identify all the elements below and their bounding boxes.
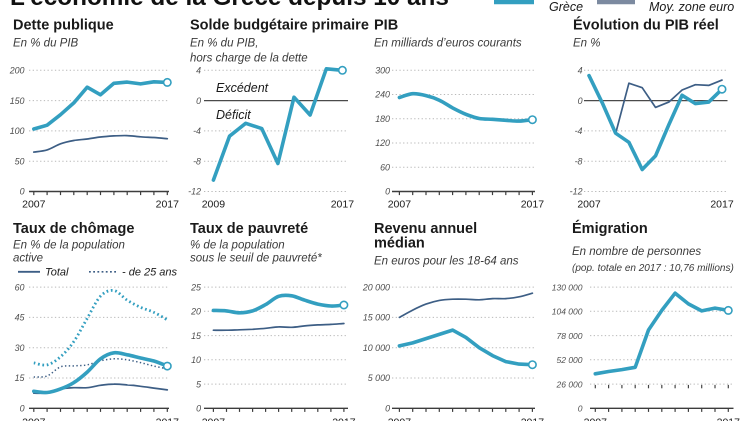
- svg-text:En % du PIB,: En % du PIB,: [190, 38, 258, 50]
- svg-text:2007: 2007: [22, 417, 46, 421]
- svg-text:- de 25 ans: - de 25 ans: [122, 267, 178, 279]
- svg-text:30: 30: [15, 343, 25, 353]
- svg-text:-12: -12: [570, 187, 583, 197]
- svg-text:Grèce: Grèce: [549, 0, 583, 14]
- svg-text:En %: En %: [573, 38, 601, 50]
- svg-text:Déficit: Déficit: [216, 108, 251, 122]
- svg-text:25: 25: [190, 282, 201, 292]
- svg-text:2009: 2009: [202, 198, 226, 210]
- svg-text:60: 60: [380, 163, 390, 173]
- svg-text:2017: 2017: [521, 417, 545, 421]
- svg-text:-8: -8: [193, 156, 201, 166]
- svg-text:2007: 2007: [584, 417, 608, 421]
- svg-text:15: 15: [191, 331, 201, 341]
- svg-text:Excédent: Excédent: [216, 81, 269, 95]
- svg-text:2017: 2017: [331, 198, 355, 210]
- svg-text:2007: 2007: [22, 198, 46, 210]
- svg-text:5 000: 5 000: [368, 373, 390, 383]
- svg-text:10: 10: [191, 355, 201, 365]
- svg-text:2007: 2007: [202, 417, 226, 421]
- svg-text:-8: -8: [575, 156, 583, 166]
- svg-text:0: 0: [385, 187, 390, 197]
- svg-text:% de la population: % de la population: [190, 240, 285, 252]
- svg-text:2017: 2017: [710, 198, 734, 210]
- svg-text:médian: médian: [374, 236, 425, 252]
- svg-text:(pop. totale en 2017 : 10,76 m: (pop. totale en 2017 : 10,76 millions): [572, 263, 734, 274]
- svg-text:2017: 2017: [332, 417, 356, 421]
- svg-text:300: 300: [375, 66, 390, 76]
- svg-text:26 000: 26 000: [556, 379, 583, 389]
- svg-text:20 000: 20 000: [362, 282, 390, 292]
- svg-text:78 000: 78 000: [557, 331, 583, 341]
- svg-text:52 000: 52 000: [557, 355, 583, 365]
- svg-text:Total: Total: [45, 267, 69, 279]
- svg-text:240: 240: [374, 90, 390, 100]
- svg-text:PIB: PIB: [374, 18, 398, 34]
- svg-text:En nombre de personnes: En nombre de personnes: [572, 246, 701, 258]
- svg-text:50: 50: [15, 156, 25, 166]
- svg-text:Revenu annuel: Revenu annuel: [374, 221, 477, 237]
- svg-text:180: 180: [375, 114, 390, 124]
- svg-text:En % de la population: En % de la population: [13, 240, 125, 252]
- svg-text:45: 45: [15, 313, 25, 323]
- svg-text:active: active: [13, 253, 43, 265]
- svg-text:0: 0: [20, 404, 25, 414]
- svg-text:150: 150: [10, 96, 25, 106]
- svg-text:Taux de chômage: Taux de chômage: [13, 221, 134, 237]
- svg-text:0: 0: [578, 96, 583, 106]
- svg-text:Dette publique: Dette publique: [13, 18, 114, 34]
- svg-text:-4: -4: [575, 126, 583, 136]
- svg-text:120: 120: [375, 138, 390, 148]
- svg-text:15 000: 15 000: [363, 313, 390, 323]
- svg-text:20: 20: [190, 307, 201, 317]
- svg-text:En milliards d’euros courants: En milliards d’euros courants: [374, 38, 522, 50]
- svg-text:-12: -12: [188, 187, 201, 197]
- svg-text:60: 60: [15, 282, 25, 292]
- svg-text:0: 0: [20, 187, 25, 197]
- svg-text:2007: 2007: [388, 417, 412, 421]
- svg-text:Solde budgétaire primaire: Solde budgétaire primaire: [190, 18, 369, 34]
- svg-text:Évolution du PIB réel: Évolution du PIB réel: [573, 17, 719, 34]
- svg-text:-4: -4: [193, 126, 201, 136]
- svg-text:0: 0: [196, 96, 201, 106]
- svg-text:0: 0: [196, 404, 201, 414]
- svg-text:2017: 2017: [156, 198, 180, 210]
- svg-text:2017: 2017: [717, 417, 741, 421]
- svg-text:Émigration: Émigration: [572, 220, 648, 237]
- svg-text:5: 5: [196, 379, 201, 389]
- svg-text:En euros pour les 18-64 ans: En euros pour les 18-64 ans: [374, 256, 519, 268]
- svg-text:hors charge de la dette: hors charge de la dette: [190, 53, 308, 65]
- svg-text:0: 0: [385, 404, 390, 414]
- svg-text:4: 4: [196, 66, 201, 76]
- svg-text:2007: 2007: [577, 198, 601, 210]
- svg-text:2017: 2017: [156, 417, 180, 421]
- svg-text:sous le seuil de pauvreté*: sous le seuil de pauvreté*: [190, 253, 322, 265]
- svg-text:2017: 2017: [521, 198, 545, 210]
- svg-text:10 000: 10 000: [363, 343, 390, 353]
- svg-text:Taux de pauvreté: Taux de pauvreté: [190, 221, 308, 237]
- svg-text:130 000: 130 000: [552, 282, 583, 292]
- svg-text:104 000: 104 000: [552, 307, 583, 317]
- svg-text:L’économie de la Grèce depuis: L’économie de la Grèce depuis 10 ans: [10, 0, 449, 11]
- svg-text:4: 4: [578, 66, 583, 76]
- svg-text:100: 100: [10, 126, 25, 136]
- svg-text:0: 0: [578, 404, 583, 414]
- svg-text:200: 200: [9, 66, 25, 76]
- svg-text:15: 15: [15, 373, 25, 383]
- svg-text:En % du PIB: En % du PIB: [13, 38, 79, 50]
- svg-text:2007: 2007: [388, 198, 412, 210]
- svg-text:Moy. zone euro: Moy. zone euro: [649, 0, 734, 14]
